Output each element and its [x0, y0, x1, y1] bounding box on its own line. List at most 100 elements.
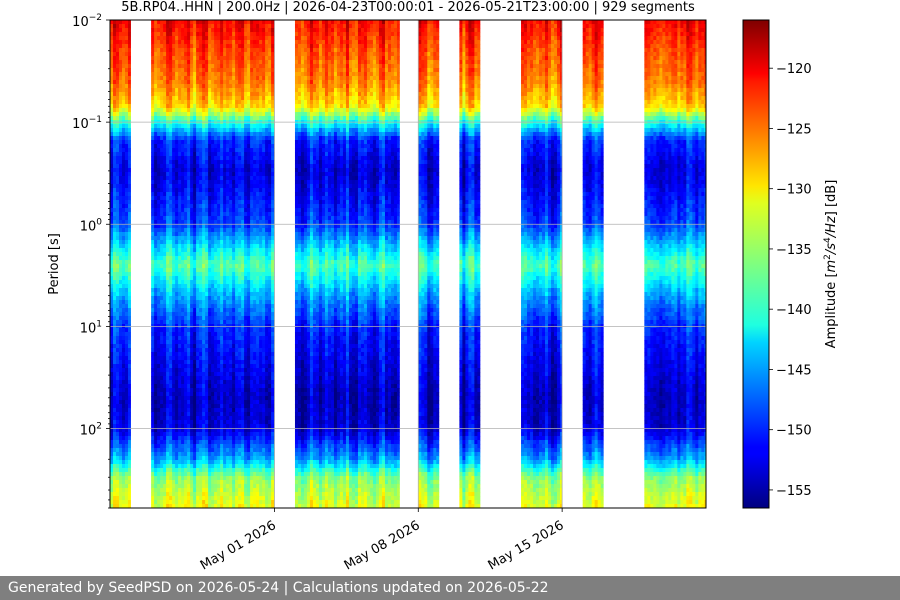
heatmap-cell [202, 148, 206, 153]
heatmap-cell [172, 468, 176, 473]
heatmap-cell [151, 192, 155, 197]
heatmap-cell [125, 188, 129, 193]
heatmap-cell [202, 216, 206, 221]
heatmap-cell [232, 160, 236, 165]
heatmap-cell [250, 108, 254, 113]
heatmap-cell [169, 356, 173, 361]
heatmap-cell [211, 208, 215, 213]
heatmap-cell [250, 80, 254, 85]
heatmap-cell [166, 392, 170, 397]
heatmap-cell [250, 88, 254, 93]
heatmap-cell [250, 432, 254, 437]
heatmap-cell [244, 392, 248, 397]
heatmap-cell [241, 336, 245, 341]
heatmap-cell [190, 228, 194, 233]
heatmap-cell [128, 200, 131, 205]
heatmap-cell [113, 20, 117, 25]
heatmap-cell [181, 148, 185, 153]
heatmap-cell [190, 312, 194, 317]
heatmap-cell [226, 220, 230, 225]
heatmap-cell [235, 192, 239, 197]
heatmap-cell [125, 388, 129, 393]
heatmap-cell [244, 164, 248, 169]
heatmap-cell [125, 396, 129, 401]
heatmap-cell [190, 164, 194, 169]
heatmap-cell [223, 316, 227, 321]
heatmap-cell [205, 248, 209, 253]
heatmap-cell [151, 424, 155, 429]
heatmap-cell [250, 32, 254, 37]
heatmap-cell [172, 484, 176, 489]
heatmap-cell [122, 252, 126, 257]
heatmap-cell [122, 392, 126, 397]
heatmap-cell [232, 88, 236, 93]
heatmap-cell [250, 308, 254, 313]
heatmap-cell [238, 220, 242, 225]
heatmap-cell [122, 308, 126, 313]
heatmap-cell [128, 164, 131, 169]
heatmap-cell [172, 180, 176, 185]
heatmap-cell [187, 440, 191, 445]
heatmap-cell [128, 116, 131, 121]
heatmap-cell [116, 76, 120, 81]
heatmap-cell [235, 320, 239, 325]
heatmap-cell [116, 312, 120, 317]
heatmap-cell [178, 76, 182, 81]
heatmap-cell [184, 108, 188, 113]
heatmap-cell [160, 176, 164, 181]
heatmap-cell [110, 336, 114, 341]
heatmap-cell [223, 72, 227, 77]
heatmap-cell [172, 236, 176, 241]
heatmap-cell [160, 44, 164, 49]
heatmap-cell [202, 108, 206, 113]
heatmap-cell [208, 464, 212, 469]
heatmap-cell [196, 400, 200, 405]
heatmap-cell [122, 460, 126, 465]
heatmap-cell [154, 140, 158, 145]
heatmap-cell [113, 276, 117, 281]
heatmap-cell [151, 432, 155, 437]
heatmap-cell [178, 48, 182, 53]
heatmap-cell [244, 36, 248, 41]
heatmap-cell [217, 32, 221, 37]
heatmap-cell [238, 340, 242, 345]
heatmap-cell [226, 252, 230, 257]
heatmap-cell [181, 316, 185, 321]
heatmap-cell [244, 476, 248, 481]
heatmap-cell [235, 440, 239, 445]
heatmap-cell [154, 476, 158, 481]
heatmap-cell [250, 220, 254, 225]
heatmap-cell [116, 260, 120, 265]
heatmap-cell [220, 168, 224, 173]
heatmap-cell [193, 116, 197, 121]
heatmap-cell [214, 312, 218, 317]
heatmap-cell [193, 28, 197, 33]
heatmap-cell [178, 288, 182, 293]
heatmap-cell [226, 368, 230, 373]
heatmap-cell [235, 328, 239, 333]
heatmap-cell [205, 196, 209, 201]
heatmap-cell [229, 400, 233, 405]
heatmap-cell [193, 312, 197, 317]
heatmap-cell [202, 312, 206, 317]
heatmap-cell [163, 440, 167, 445]
heatmap-cell [151, 76, 155, 81]
heatmap-cell [187, 476, 191, 481]
heatmap-cell [232, 132, 236, 137]
heatmap-cell [235, 492, 239, 497]
heatmap-cell [214, 176, 218, 181]
heatmap-cell [247, 320, 251, 325]
heatmap-cell [223, 200, 227, 205]
heatmap-cell [244, 132, 248, 137]
heatmap-cell [238, 124, 242, 129]
heatmap-cell [193, 72, 197, 77]
heatmap-cell [220, 112, 224, 117]
heatmap-cell [160, 332, 164, 337]
heatmap-cell [202, 172, 206, 177]
heatmap-cell [247, 464, 251, 469]
heatmap-cell [116, 24, 120, 29]
heatmap-cell [128, 100, 131, 105]
heatmap-cell [217, 72, 221, 77]
heatmap-cell [160, 132, 164, 137]
heatmap-cell [217, 364, 221, 369]
